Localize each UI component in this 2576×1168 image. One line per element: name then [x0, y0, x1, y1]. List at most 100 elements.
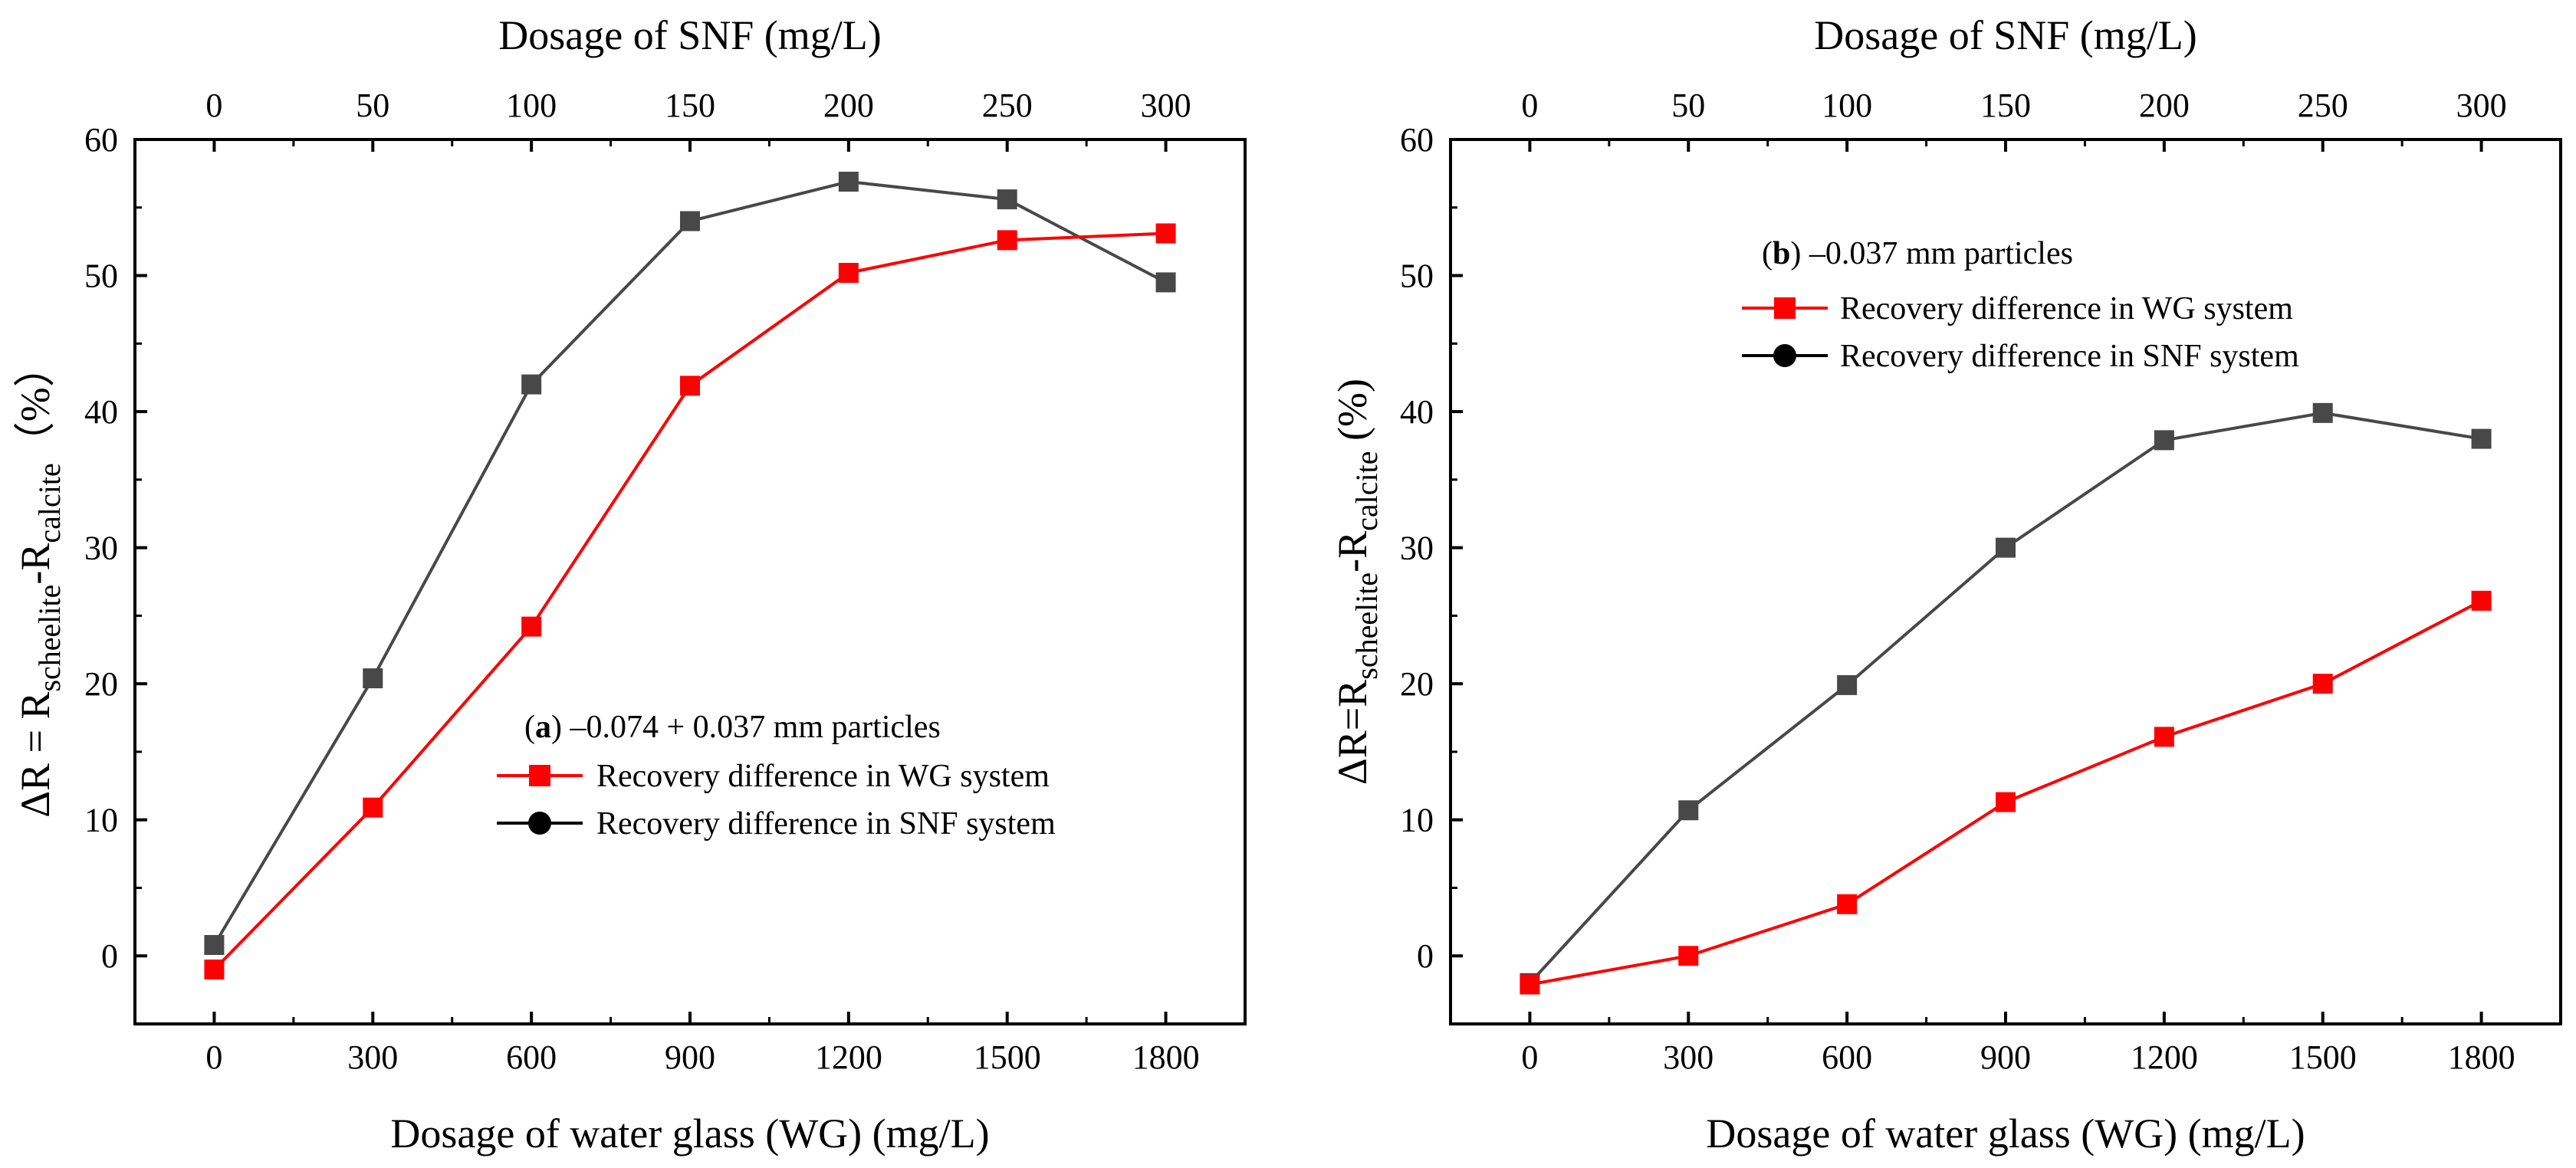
data-point-snf — [1837, 674, 1858, 695]
x-tick-label-bottom: 600 — [1822, 1038, 1872, 1076]
legend-label-wg: Recovery difference in WG system — [596, 759, 1050, 794]
data-point-snf — [521, 374, 542, 395]
data-point-snf — [1678, 800, 1699, 821]
data-point-wg — [680, 376, 700, 396]
series-layer — [204, 172, 1176, 979]
x-tick-label-top: 250 — [982, 87, 1033, 124]
data-point-snf — [2312, 402, 2333, 423]
data-point-snf — [363, 668, 383, 689]
series-line-wg — [212, 231, 1166, 971]
panel-caption-text: –0.037 mm particles — [1801, 236, 2073, 271]
data-point-wg — [2154, 727, 2174, 747]
y-axis-title-subscript: scheelite — [32, 585, 67, 692]
y-tick-label: 30 — [1400, 530, 1434, 567]
x-tick-label-top: 150 — [1980, 87, 2031, 124]
panel-caption-text: –0.074 + 0.037 mm particles — [562, 710, 941, 745]
y-ticks: 0 10 20 30 40 50 60 — [84, 121, 147, 1025]
y-tick-label: 60 — [84, 121, 118, 159]
x-tick-label-bottom: 900 — [1980, 1038, 2031, 1076]
chart-panel-b: 0 300 600 900 1200 1500 1800 0 50 100 150 200 250 30… — [1329, 12, 2562, 1157]
data-point-wg — [1996, 792, 2016, 812]
y-axis-title-part: ΔR=R — [1329, 680, 1375, 785]
legend: Recovery difference in WG system Recover… — [497, 759, 1056, 842]
x-tick-label-top: 100 — [1822, 87, 1872, 124]
x-tick-label-bottom: 0 — [1521, 1038, 1538, 1076]
x-tick-label-bottom: 600 — [506, 1038, 557, 1076]
data-point-wg — [363, 797, 383, 818]
plot-frame — [133, 138, 1247, 1025]
data-point-snf — [838, 172, 859, 192]
data-point-wg — [1837, 894, 1858, 914]
x-axis-title-top: Dosage of SNF (mg/L) — [1814, 12, 2196, 58]
x-tick-label-bottom: 1500 — [974, 1038, 1041, 1076]
legend-marker-wg — [529, 765, 550, 786]
chart-panel-a: 0 300 600 900 1200 1500 1800 0 50 100 150 200 250 30… — [12, 12, 1247, 1157]
y-tick-label: 30 — [84, 530, 118, 567]
x-tick-label-top: 0 — [205, 87, 222, 124]
y-axis-title: ΔR = Rscheelite-Rcalcite（%） — [12, 346, 67, 817]
panel-caption: (a) –0.074 + 0.037 mm particles — [524, 710, 941, 745]
y-tick-label: 20 — [84, 665, 118, 703]
x-tick-label-bottom: 300 — [1663, 1038, 1714, 1076]
x-axis-title-bottom: Dosage of water glass (WG) (mg/L) — [390, 1111, 989, 1157]
x-tick-label-bottom: 0 — [205, 1038, 222, 1076]
legend: Recovery difference in WG system Recover… — [1742, 291, 2299, 374]
x-ticks-bottom: 0 300 600 900 1200 1500 1800 — [205, 1012, 1200, 1076]
y-axis-title-part: （%） — [12, 346, 58, 463]
y-axis-title-subscript: scheelite — [1349, 573, 1384, 680]
data-point-wg — [997, 230, 1017, 251]
y-axis-title: ΔR=Rscheelite-Rcalcite (%) — [1329, 379, 1384, 785]
x-tick-label-top: 300 — [2456, 87, 2507, 124]
x-tick-label-bottom: 1800 — [2448, 1038, 2515, 1076]
data-point-snf — [1155, 272, 1176, 293]
y-tick-label: 60 — [1400, 121, 1434, 159]
y-axis-title-part: -R — [1329, 531, 1375, 573]
x-axis-title-bottom: Dosage of water glass (WG) (mg/L) — [1706, 1111, 2305, 1157]
y-tick-label: 40 — [1400, 393, 1434, 431]
y-tick-label: 0 — [1417, 937, 1434, 975]
x-tick-label-top: 300 — [1141, 87, 1191, 124]
y-tick-label: 0 — [101, 937, 118, 975]
data-point-snf — [1996, 537, 2016, 558]
x-tick-label-bottom: 1200 — [2131, 1038, 2198, 1076]
x-tick-label-top: 250 — [2298, 87, 2348, 124]
data-point-wg — [838, 262, 859, 283]
x-tick-label-bottom: 1200 — [815, 1038, 882, 1076]
y-axis-title-part: -R — [12, 543, 58, 585]
x-axis-title-top: Dosage of SNF (mg/L) — [498, 12, 881, 58]
legend-label-snf: Recovery difference in SNF system — [596, 806, 1056, 842]
x-tick-label-bottom: 1500 — [2289, 1038, 2357, 1076]
data-point-wg — [204, 959, 225, 979]
y-axis-title-subscript: calcite — [1349, 451, 1384, 530]
y-tick-label: 10 — [84, 802, 118, 839]
series-line-snf — [1528, 411, 2482, 985]
x-ticks-top: 0 50 100 150 200 250 300 — [1521, 87, 2507, 152]
x-tick-label-top: 100 — [506, 87, 557, 124]
data-point-wg — [2312, 674, 2333, 694]
x-tick-label-bottom: 900 — [665, 1038, 715, 1076]
x-tick-label-top: 0 — [1521, 87, 1538, 124]
data-point-wg — [2471, 590, 2492, 611]
y-axis-title-part: ΔR = R — [12, 692, 58, 818]
data-point-wg — [1155, 223, 1176, 244]
y-tick-label: 10 — [1400, 802, 1434, 839]
x-ticks-top: 0 50 100 150 200 250 300 — [205, 87, 1191, 152]
panel-caption: (b) –0.037 mm particles — [1762, 236, 2073, 271]
y-tick-label: 40 — [84, 393, 118, 431]
x-ticks-bottom: 0 300 600 900 1200 1500 1800 — [1521, 1012, 2515, 1076]
legend-marker-snf — [528, 812, 551, 835]
legend-label-snf: Recovery difference in SNF system — [1840, 339, 2299, 374]
legend-marker-snf — [1773, 344, 1796, 367]
data-point-wg — [1520, 974, 1540, 995]
y-tick-label: 20 — [1400, 665, 1434, 703]
y-tick-label: 50 — [1400, 258, 1434, 295]
y-axis-title-subscript: calcite — [32, 463, 67, 543]
y-ticks: 0 10 20 30 40 50 60 — [1400, 121, 1463, 1025]
data-point-snf — [997, 189, 1017, 210]
legend-label-wg: Recovery difference in WG system — [1840, 291, 2293, 326]
data-point-snf — [204, 935, 225, 956]
data-point-snf — [2154, 430, 2174, 451]
plot-frame — [1449, 138, 2562, 1025]
data-point-wg — [1678, 946, 1699, 966]
